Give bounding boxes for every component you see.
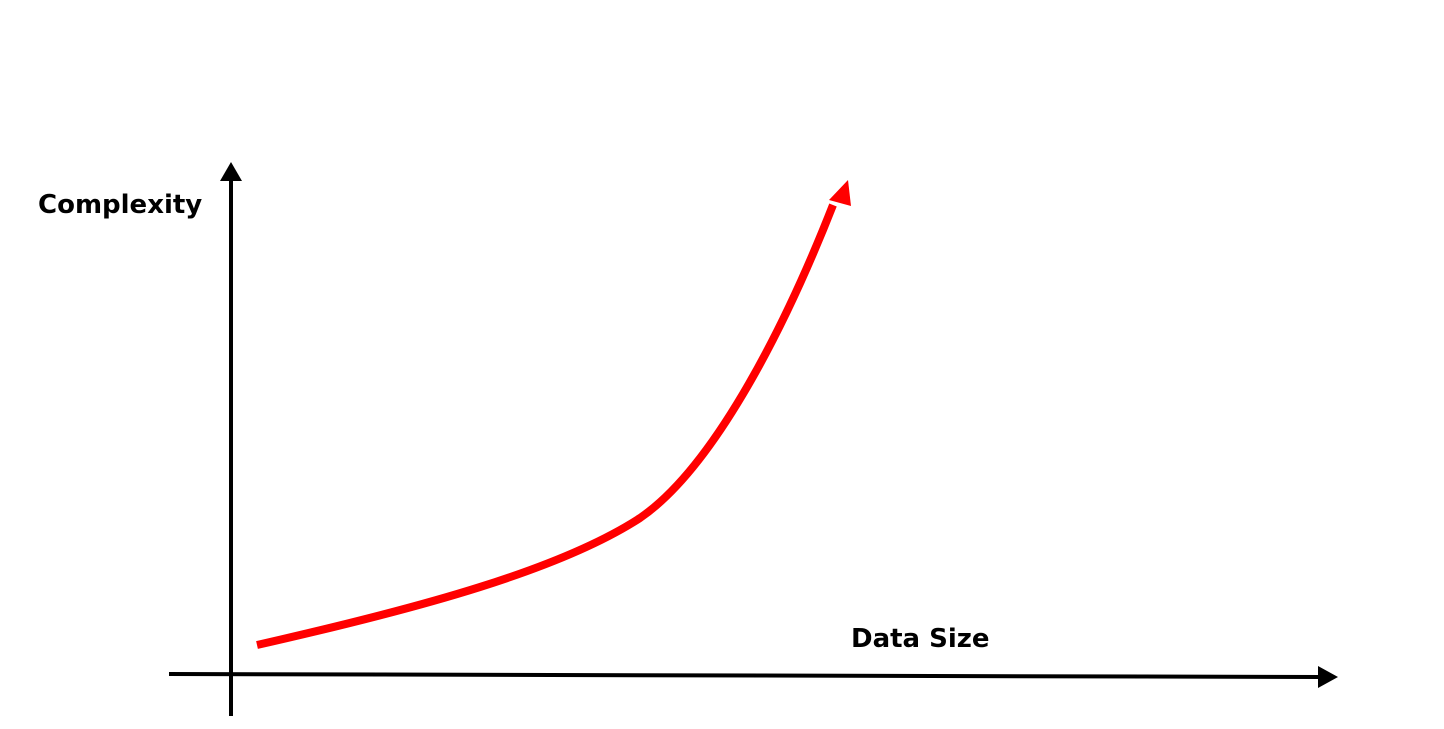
- growth-curve-arrowhead: [829, 180, 851, 206]
- x-axis-line: [168, 672, 1321, 679]
- growth-curve: [256, 203, 837, 649]
- x-axis-label: Data Size: [851, 624, 990, 654]
- y-axis-label: Complexity: [38, 190, 203, 220]
- y-axis-arrowhead: [220, 162, 242, 181]
- x-axis-arrowhead: [1318, 666, 1338, 688]
